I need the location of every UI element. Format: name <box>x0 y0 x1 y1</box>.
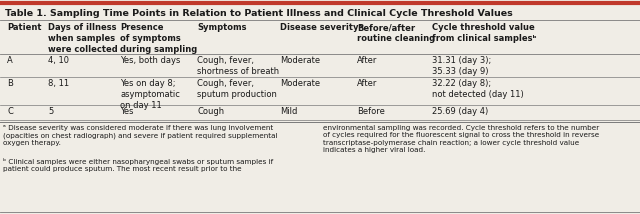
Text: Before/after
routine cleaning: Before/after routine cleaning <box>357 23 435 43</box>
Text: 4, 10: 4, 10 <box>48 56 69 65</box>
Text: Presence
of symptoms
during sampling: Presence of symptoms during sampling <box>120 23 198 54</box>
Text: Yes on day 8;
asymptomatic
on day 11: Yes on day 8; asymptomatic on day 11 <box>120 79 180 110</box>
Text: Cycle threshold value
from clinical samplesᵇ: Cycle threshold value from clinical samp… <box>432 23 536 43</box>
Text: After: After <box>357 56 378 65</box>
Text: Moderate: Moderate <box>280 56 321 65</box>
Text: Yes: Yes <box>120 107 134 116</box>
Text: 8, 11: 8, 11 <box>48 79 69 88</box>
Text: 5: 5 <box>48 107 53 116</box>
Text: 32.22 (day 8);
not detected (day 11): 32.22 (day 8); not detected (day 11) <box>432 79 524 99</box>
Text: Moderate: Moderate <box>280 79 321 88</box>
Text: Cough, fever,
shortness of breath: Cough, fever, shortness of breath <box>197 56 279 76</box>
Text: 25.69 (day 4): 25.69 (day 4) <box>432 107 488 116</box>
Text: After: After <box>357 79 378 88</box>
Text: Patient: Patient <box>7 23 42 32</box>
Text: Symptoms: Symptoms <box>197 23 246 32</box>
Text: Mild: Mild <box>280 107 298 116</box>
Text: C: C <box>7 107 13 116</box>
Text: Disease severityᵃ: Disease severityᵃ <box>280 23 363 32</box>
Text: environmental sampling was recorded. Cycle threshold refers to the number
of cyc: environmental sampling was recorded. Cyc… <box>323 125 599 153</box>
Text: Cough, fever,
sputum production: Cough, fever, sputum production <box>197 79 277 99</box>
Text: ᵃ Disease severity was considered moderate if there was lung involvement
(opacit: ᵃ Disease severity was considered modera… <box>3 125 278 146</box>
Text: 31.31 (day 3);
35.33 (day 9): 31.31 (day 3); 35.33 (day 9) <box>432 56 492 76</box>
Text: Yes, both days: Yes, both days <box>120 56 180 65</box>
Text: B: B <box>7 79 13 88</box>
Text: ᵇ Clinical samples were either nasopharyngeal swabs or sputum samples if
patient: ᵇ Clinical samples were either nasophary… <box>3 158 273 172</box>
Text: Days of illness
when samples
were collected: Days of illness when samples were collec… <box>48 23 118 54</box>
Text: Cough: Cough <box>197 107 225 116</box>
Text: Table 1. Sampling Time Points in Relation to Patient Illness and Clinical Cycle : Table 1. Sampling Time Points in Relatio… <box>5 9 513 18</box>
Text: A: A <box>7 56 13 65</box>
Text: Before: Before <box>357 107 385 116</box>
